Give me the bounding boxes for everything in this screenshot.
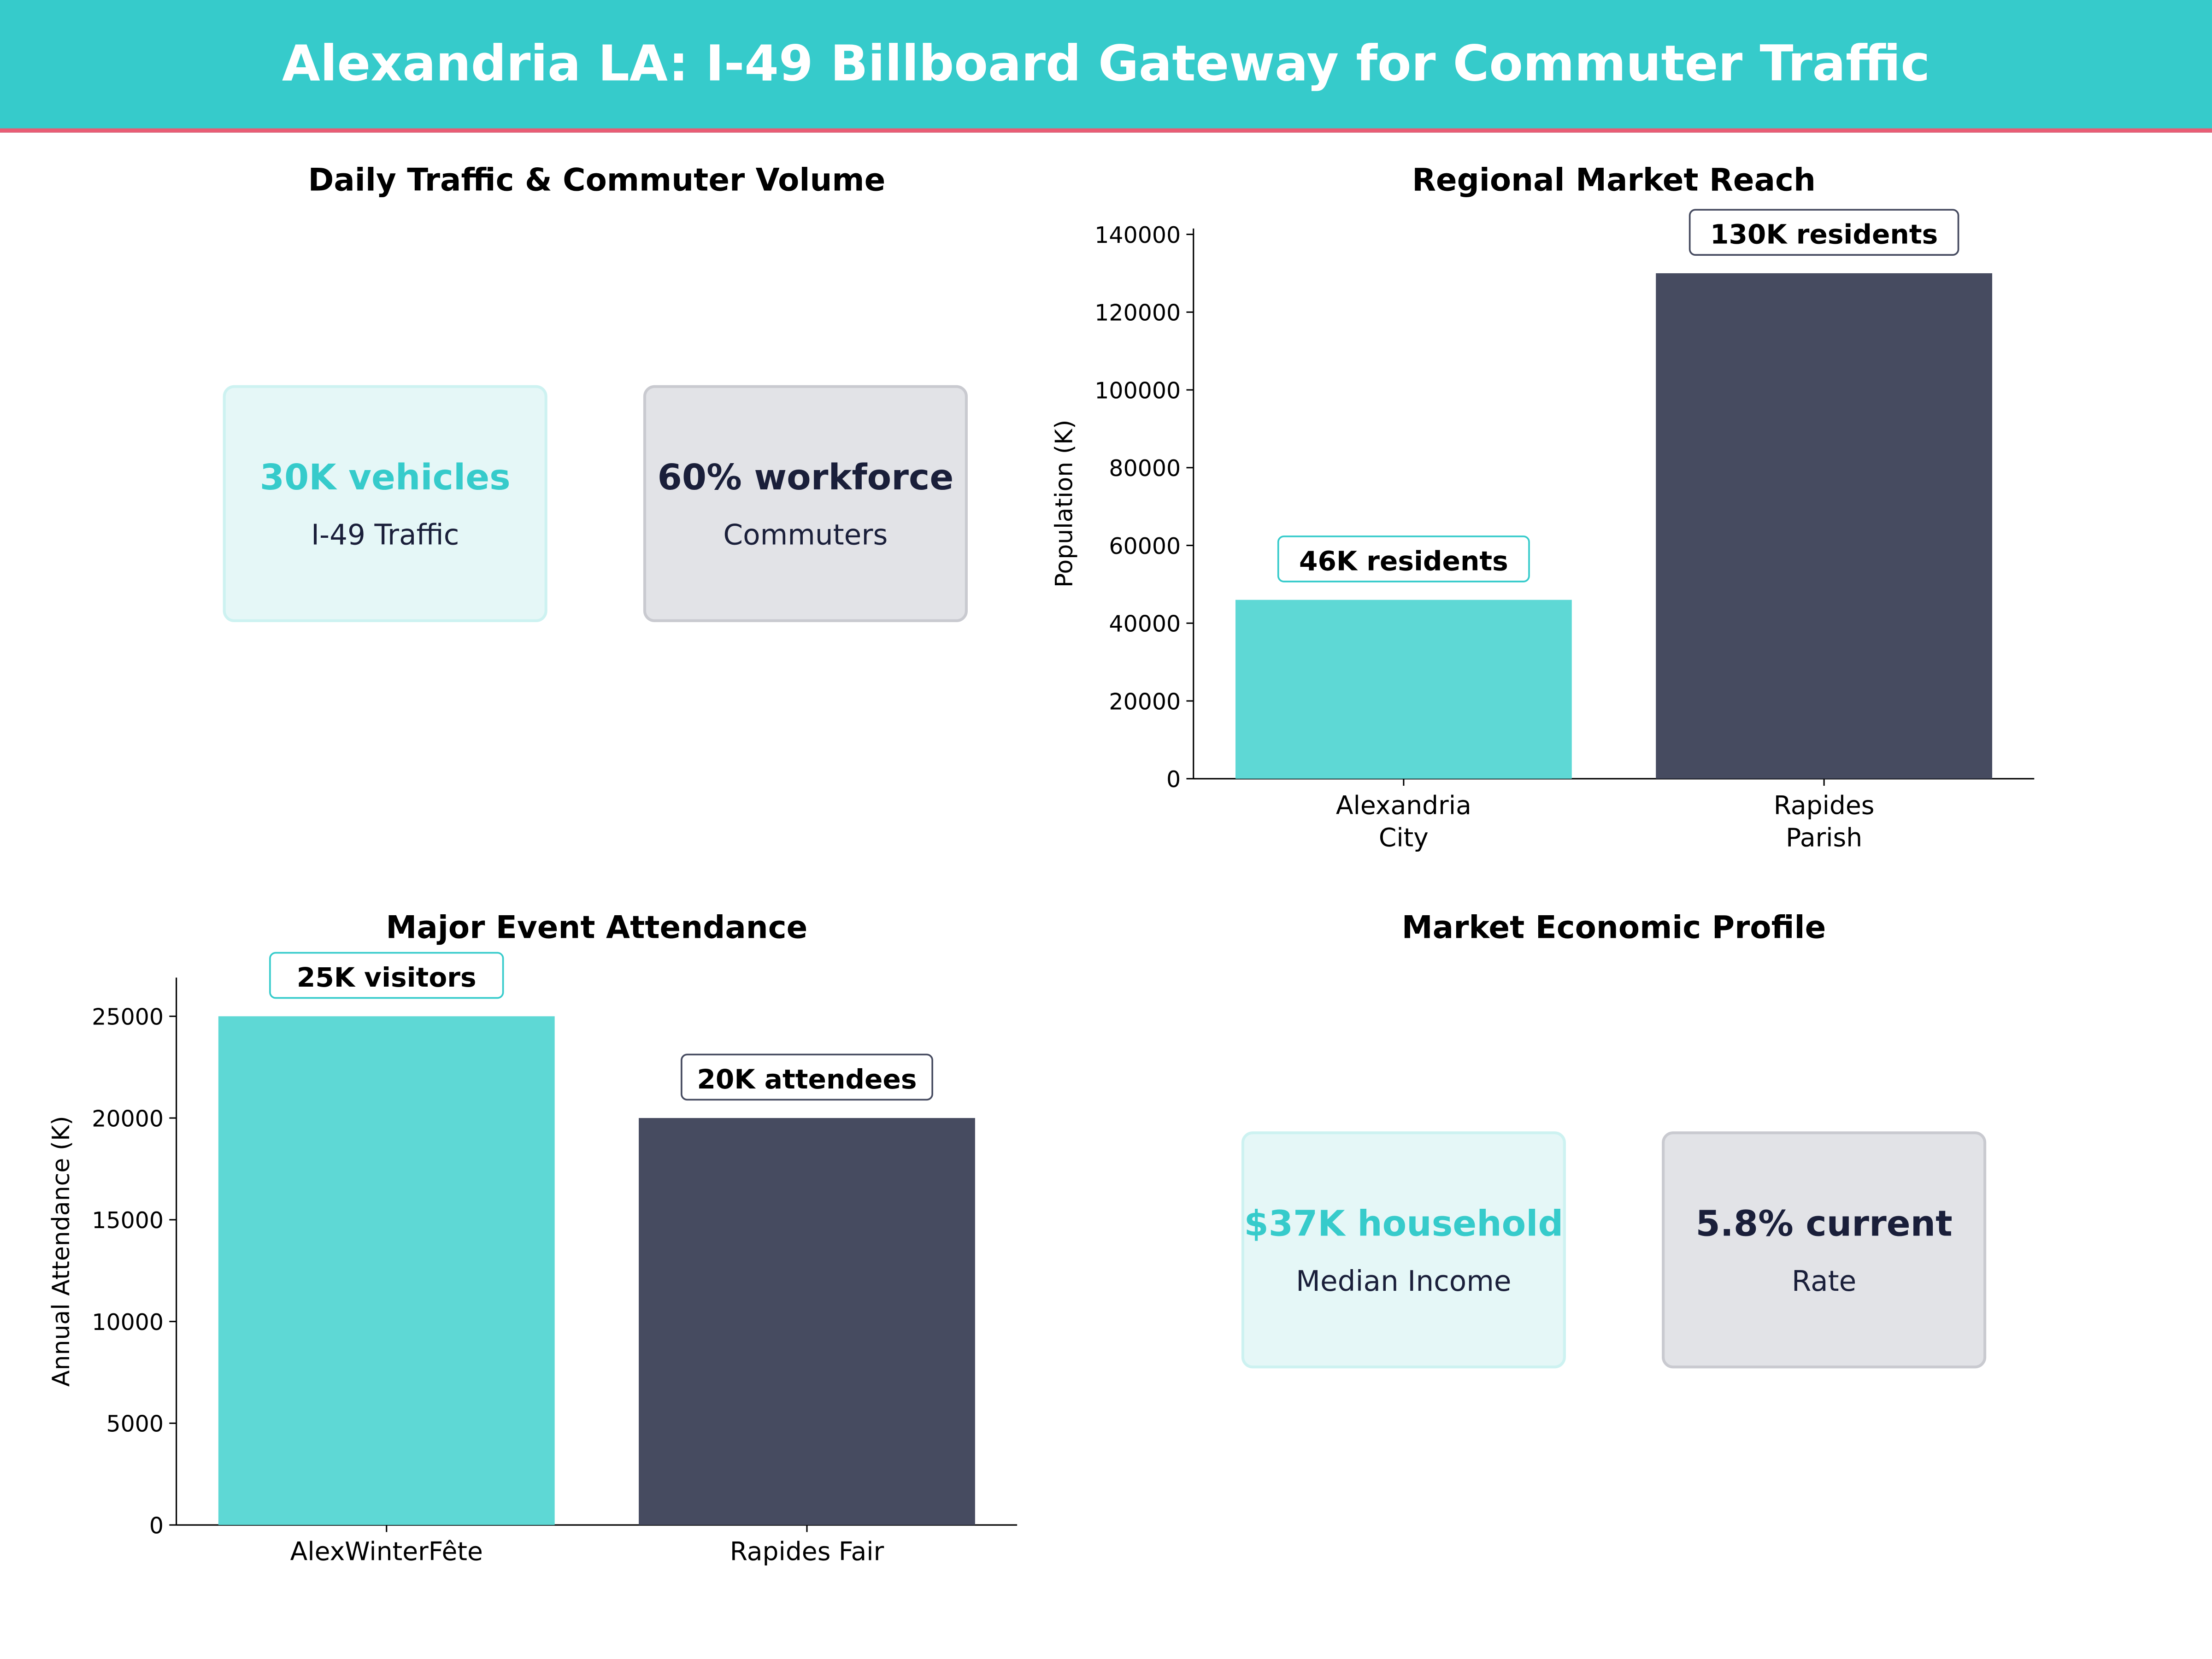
commuter-value: 60% workforce [657,456,954,498]
data-label: 46K residents [1299,545,1508,577]
income-card: $37K household Median Income [1241,1131,1566,1369]
y-axis-label: Annual Attendance (K) [47,1116,75,1387]
y-tick-label: 25000 [92,1004,164,1030]
y-tick-label: 15000 [92,1207,164,1234]
commuter-card: 60% workforce Commuters [643,385,968,622]
rate-label: Rate [1791,1263,1857,1297]
commuter-label: Commuters [723,517,888,551]
header-banner: Alexandria LA: I-49 Billboard Gateway fo… [0,0,2212,133]
rate-value: 5.8% current [1695,1202,1953,1244]
x-tick-label: Rapides [1774,790,1875,820]
traffic-label: I-49 Traffic [311,517,459,551]
y-tick-label: 20000 [1109,688,1181,715]
y-tick-label: 60000 [1109,533,1181,559]
data-label-box [1688,209,1959,256]
y-tick-label: 140000 [1094,222,1181,248]
x-tick-label: AlexWinterFête [290,1537,483,1566]
x-tick-label: City [1379,823,1429,853]
x-tick-label: Parish [1786,823,1862,853]
market-reach-title: Regional Market Reach [1412,164,1816,199]
data-label-box [269,952,504,999]
economic-panel-title: Market Economic Profile [1401,911,1826,947]
income-label: Median Income [1296,1263,1512,1297]
y-tick-label: 0 [1166,766,1181,793]
bar-0 [218,1016,555,1525]
data-label-box [1277,535,1530,582]
bar-1 [639,1118,975,1525]
bar-0 [1235,600,1572,779]
x-tick-label: Rapides Fair [730,1537,884,1566]
y-tick-label: 120000 [1094,300,1181,326]
income-value: $37K household [1244,1202,1564,1244]
traffic-card: 30K vehicles I-49 Traffic [223,385,547,622]
traffic-panel-title: Daily Traffic & Commuter Volume [308,164,886,199]
y-tick-label: 40000 [1109,611,1181,637]
y-tick-label: 5000 [106,1411,164,1437]
y-tick-label: 80000 [1109,455,1181,482]
bar-1 [1656,273,1993,779]
data-label: 25K visitors [297,962,477,993]
page-title: Alexandria LA: I-49 Billboard Gateway fo… [282,36,1930,93]
traffic-value: 30K vehicles [259,456,511,498]
event-attendance-title: Major Event Attendance [386,911,808,947]
y-axis-label: Population (K) [1051,420,1078,588]
x-tick-label: Alexandria [1336,790,1471,820]
data-label-box [681,1053,933,1101]
data-label: 130K residents [1710,219,1938,250]
data-label: 20K attendees [697,1064,917,1095]
rate-card: 5.8% current Rate [1662,1131,1987,1369]
y-tick-label: 0 [149,1513,164,1539]
y-tick-label: 100000 [1094,377,1181,404]
y-tick-label: 20000 [92,1106,164,1132]
y-tick-label: 10000 [92,1309,164,1335]
